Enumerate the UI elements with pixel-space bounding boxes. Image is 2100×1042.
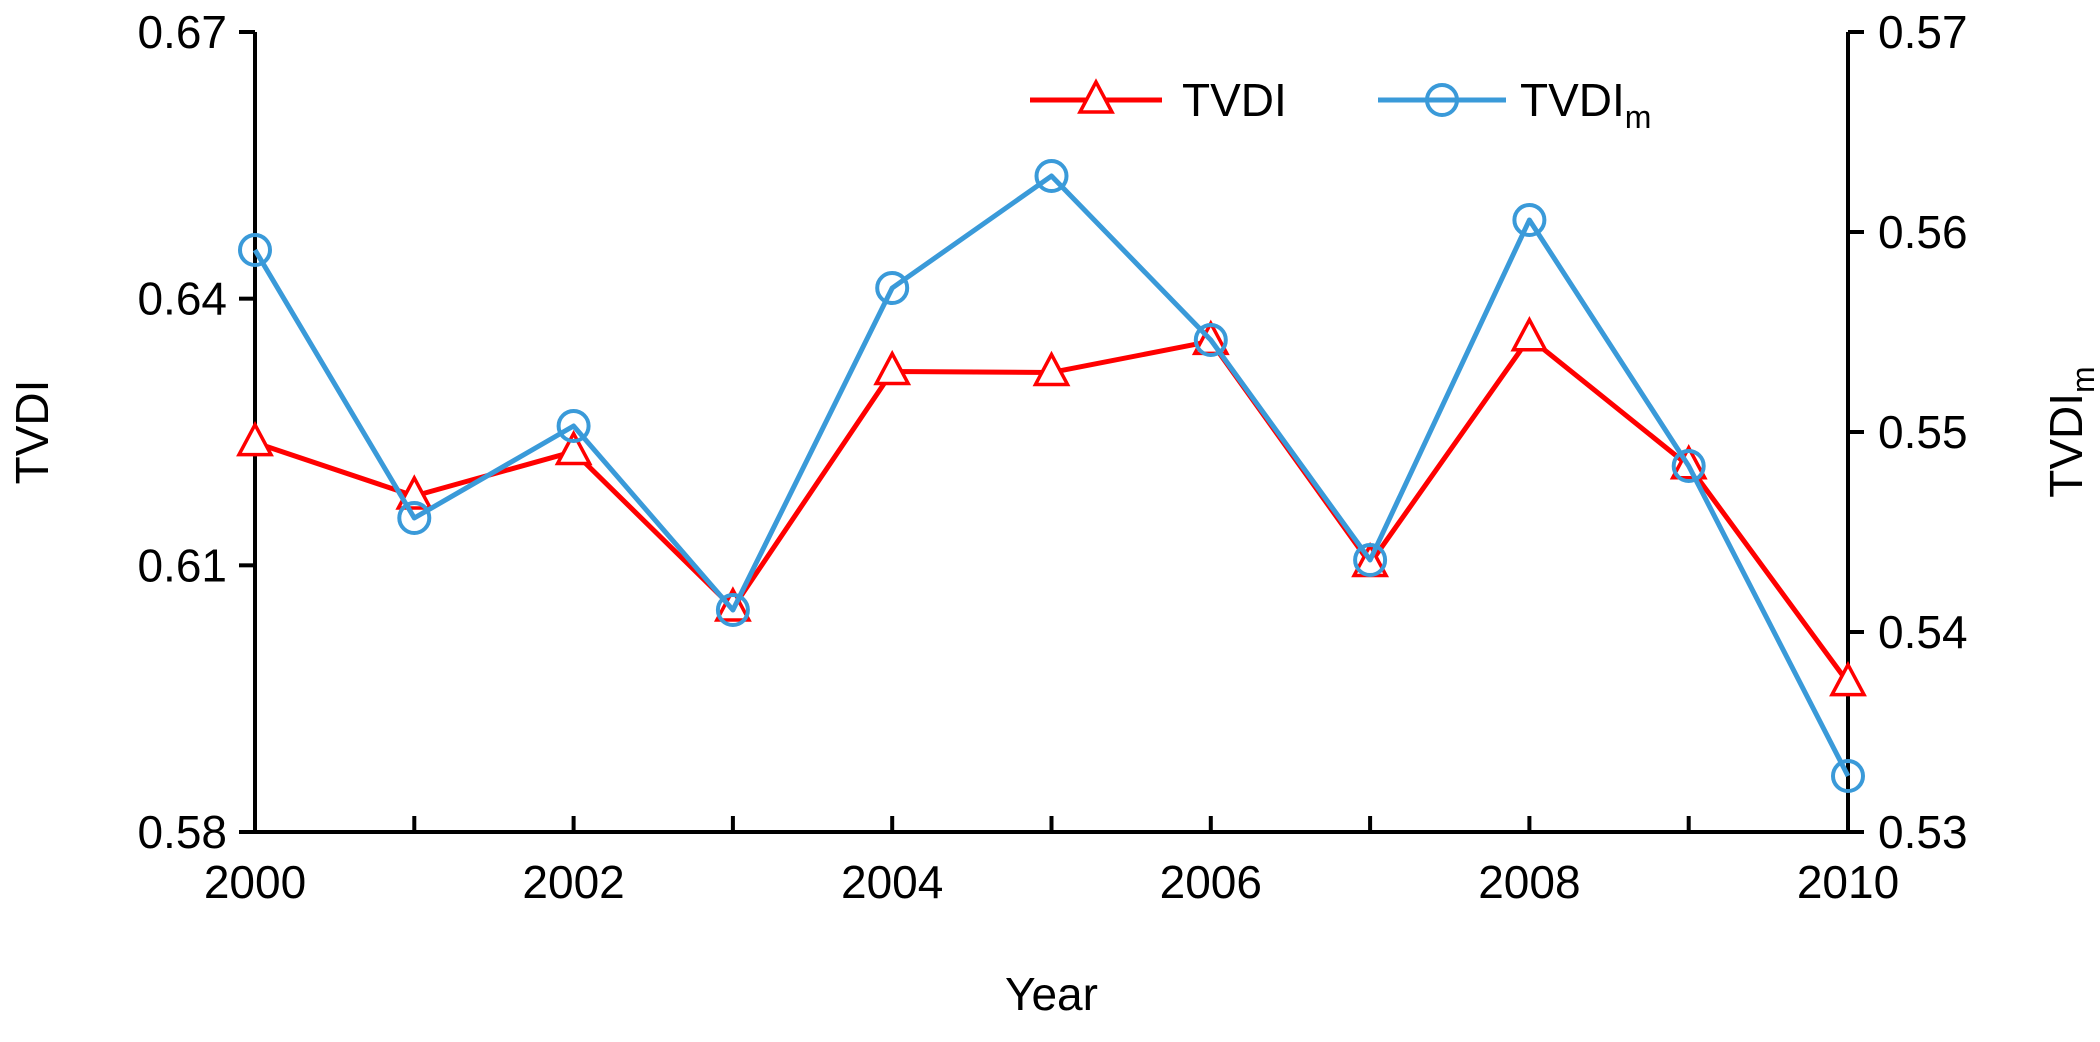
data-point-tvdi-m [875, 271, 910, 305]
data-point-tvdi [1510, 316, 1549, 352]
series-line-tvdi-m [252, 173, 1851, 778]
series-tvdi-m [238, 159, 1865, 793]
right-y-tick-label: 0.55 [1878, 406, 1968, 458]
data-point-tvdi-m [1671, 449, 1706, 483]
data-point-tvdi [554, 429, 593, 466]
left-y-axis-title: TVDI [6, 380, 58, 485]
data-point-tvdi-m [1353, 543, 1388, 577]
series-layer [236, 159, 1867, 793]
series-tvdi [236, 316, 1867, 697]
legend-label: TVDIm [1520, 74, 1651, 135]
legend-item: TVDIm [1378, 74, 1651, 135]
data-point-tvdi [1829, 660, 1867, 697]
data-point-tvdi [236, 420, 274, 457]
data-point-tvdi [873, 349, 912, 386]
right-y-tick-label: 0.54 [1878, 606, 1968, 658]
left-y-tick-label: 0.58 [137, 806, 227, 858]
data-point-tvdi-m [1831, 759, 1865, 793]
right-y-axis-title-subscript: m [2065, 366, 2100, 393]
right-y-axis-title-base: TVDI [2040, 393, 2092, 498]
right-y-tick-label: 0.57 [1878, 6, 1968, 58]
left-y-tick-label: 0.64 [137, 273, 227, 325]
left-y-tick-label: 0.61 [137, 539, 227, 591]
x-tick-label: 2010 [1797, 856, 1899, 908]
axes-layer: 0.58 0.61 0.64 0.67 0.53 0.54 0.55 0.56 0.57 2000… [6, 6, 2100, 1020]
x-tick-label: 2000 [204, 856, 306, 908]
legend-marker-triangle [1077, 78, 1115, 114]
data-point-tvdi-m [556, 409, 591, 443]
data-point-tvdi [1032, 350, 1071, 387]
data-point-tvdi-m [238, 233, 272, 267]
series-line-tvdi [254, 335, 1851, 685]
x-axis-title: Year [1005, 968, 1098, 1020]
legend-label-base: TVDI [1520, 74, 1625, 126]
x-tick-label: 2004 [841, 856, 943, 908]
right-y-tick-label: 0.56 [1878, 206, 1968, 258]
x-tick-label: 2006 [1160, 856, 1262, 908]
x-tick-label: 2008 [1478, 856, 1580, 908]
legend: TVDI TVDIm [1030, 74, 1651, 135]
right-y-axis-title: TVDIm [2040, 366, 2100, 497]
legend-label: TVDI [1182, 74, 1287, 126]
right-y-tick-label: 0.53 [1878, 806, 1968, 858]
legend-label-subscript: m [1625, 99, 1652, 135]
data-point-tvdi-m [1034, 159, 1069, 193]
x-tick-label: 2002 [522, 856, 624, 908]
data-point-tvdi-m [1512, 203, 1547, 237]
legend-item: TVDI [1030, 74, 1287, 126]
data-point-tvdi-m [715, 593, 750, 627]
data-point-tvdi-m [397, 501, 432, 535]
legend-label-base: TVDI [1182, 74, 1287, 126]
legend-marker-circle [1425, 83, 1459, 117]
data-point-tvdi-m [1193, 323, 1228, 357]
left-y-tick-label: 0.67 [137, 6, 227, 58]
